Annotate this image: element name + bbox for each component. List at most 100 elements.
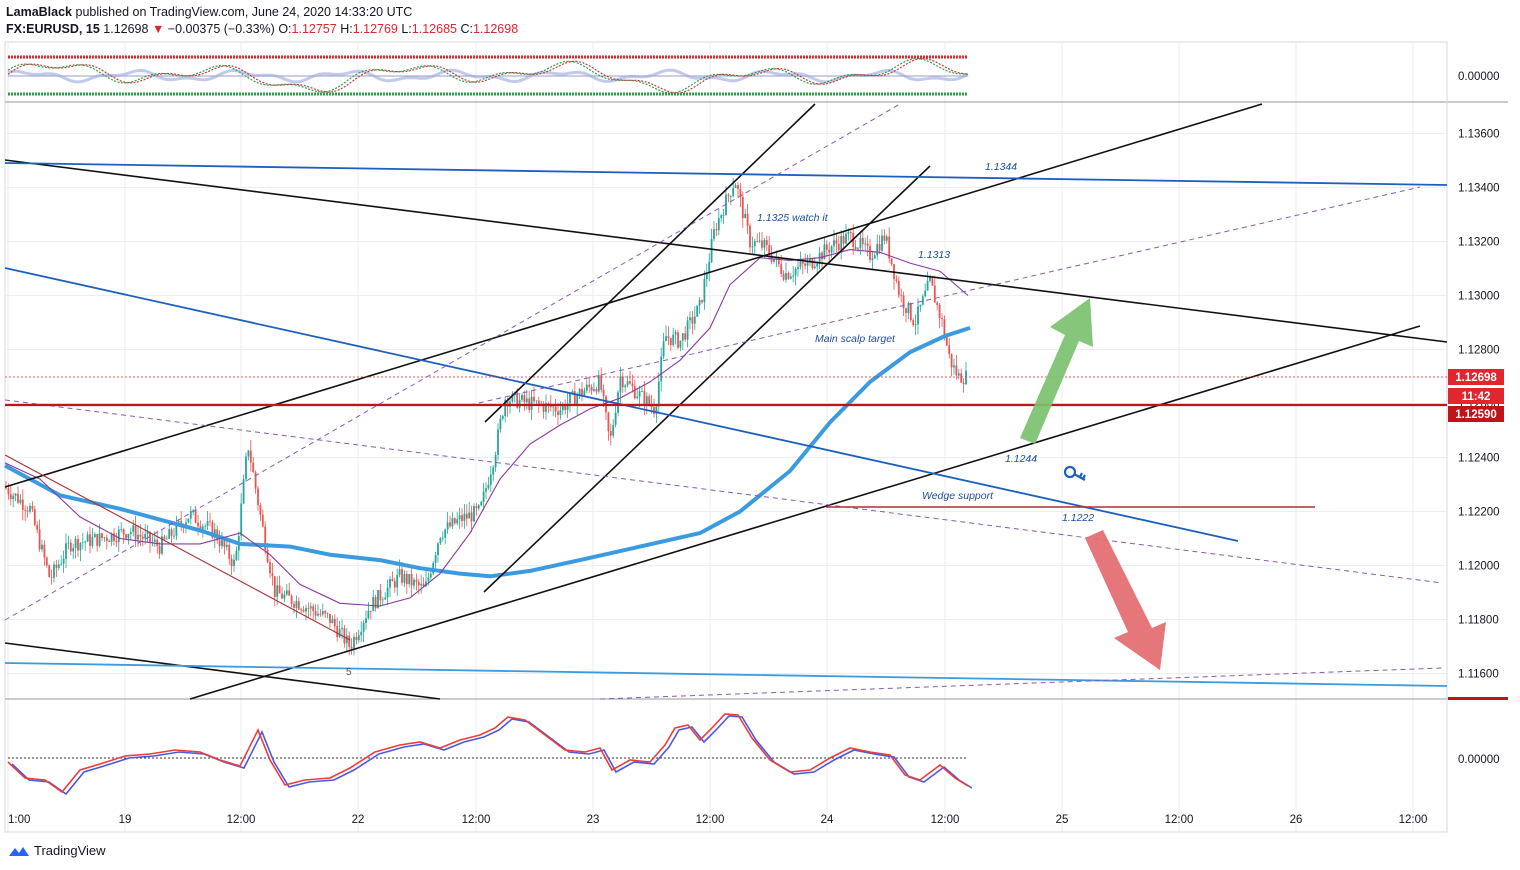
candle-body: [557, 411, 559, 416]
candle-body: [545, 403, 547, 412]
price-tick-label: 1.12800: [1458, 345, 1500, 357]
black-uptrend-line-lower[interactable]: [189, 325, 1421, 700]
candle-body: [938, 304, 941, 319]
price-axis[interactable]: 1.13600 1.13400 1.13200 1.13000 1.12800 1.126…: [1458, 129, 1500, 681]
candle-body: [324, 611, 327, 614]
price-change: −0.00375 (−0.33%): [167, 22, 275, 36]
ema-long-line[interactable]: [4, 325, 971, 579]
candle-body: [151, 541, 154, 543]
candle-body: [55, 564, 58, 568]
author-name[interactable]: LamaBlack: [6, 5, 73, 19]
candle-body: [480, 501, 483, 506]
top-osc-zero-tick: 0.00000: [1458, 71, 1500, 83]
time-tick-label: 12:00: [462, 814, 491, 826]
open-value: 1.12757: [291, 22, 337, 36]
grid: [5, 42, 1447, 832]
red-downtrend-line[interactable]: [4, 454, 351, 641]
candles[interactable]: [5, 177, 967, 656]
time-tick-label: 12:00: [696, 814, 725, 826]
top-osc-line-red: [7, 57, 969, 94]
candle-body: [31, 506, 34, 510]
tradingview-logo-icon: [9, 846, 29, 856]
candle-body: [156, 539, 159, 546]
light-blue-support-line[interactable]: [4, 662, 1448, 687]
candle-body: [194, 510, 197, 523]
price-tick-label: 1.13200: [1458, 237, 1500, 249]
candle-body: [629, 381, 631, 384]
candle-body: [833, 240, 835, 247]
red-down-arrow[interactable]: [1085, 530, 1166, 670]
candle-body: [170, 529, 173, 536]
candle-body: [559, 410, 562, 416]
price-pane[interactable]: 1.1344 1.1325 watch it 1.1313 Main scalp ta…: [4, 103, 1448, 700]
annotation-label[interactable]: 1.1313: [918, 249, 950, 261]
candle-body: [614, 412, 617, 425]
purple-dashed-line-4[interactable]: [599, 667, 1443, 700]
candle-body: [665, 336, 667, 342]
candle-body: [410, 573, 413, 586]
annotation-label[interactable]: 1.1325 watch it: [757, 212, 829, 224]
green-up-arrow[interactable]: [1020, 298, 1093, 444]
candle-body: [732, 187, 735, 196]
candle-body: [249, 450, 252, 463]
candle-body: [597, 375, 600, 392]
candle-body: [98, 533, 101, 546]
channel-lower-line[interactable]: [483, 165, 931, 593]
candle-body: [288, 590, 291, 596]
annotation-label[interactable]: 1.1244: [1005, 453, 1037, 465]
low-label: L:: [401, 22, 412, 36]
candle-body: [588, 384, 591, 388]
purple-dashed-line-2[interactable]: [4, 399, 1443, 584]
annotation-label[interactable]: 5: [346, 667, 352, 678]
time-tick-label: 23: [587, 814, 600, 826]
price-tag-bg: [1448, 388, 1504, 404]
key-icon[interactable]: [1063, 465, 1086, 481]
candle-body: [165, 538, 168, 540]
bottom-oscillator-pane[interactable]: [7, 713, 973, 796]
candle-body: [259, 504, 262, 515]
candle-body: [653, 407, 655, 414]
top-oscillator-pane[interactable]: [7, 55, 969, 96]
purple-dashed-line-3[interactable]: [469, 186, 1421, 406]
annotation-label[interactable]: Main scalp target: [815, 333, 896, 345]
sma-short-line[interactable]: [4, 249, 969, 607]
candle-body: [746, 213, 749, 226]
candle-body: [866, 243, 869, 246]
footer-brand: TradingView: [34, 843, 106, 858]
candle-body: [794, 269, 797, 276]
candle-body: [396, 574, 399, 588]
annotation-label[interactable]: 1.1222: [1062, 512, 1094, 524]
candle-body: [835, 240, 838, 244]
candle-body: [285, 590, 288, 595]
black-uptrend-line-upper[interactable]: [4, 103, 1263, 488]
annotation-label[interactable]: Wedge support: [922, 490, 994, 502]
candle-body: [199, 526, 202, 530]
candle-body: [492, 467, 495, 475]
price-tick-label: 1.12200: [1458, 507, 1500, 519]
candle-body: [924, 290, 927, 297]
annotation-label[interactable]: 1.1344: [985, 161, 1017, 173]
black-downtrend-line[interactable]: [4, 159, 1448, 343]
black-bottom-line[interactable]: [4, 642, 441, 700]
candle-body: [333, 619, 336, 627]
purple-dashed-line-1[interactable]: [4, 103, 901, 621]
candle-body: [439, 538, 442, 544]
symbol-label[interactable]: FX:EURUSD, 15: [6, 22, 100, 36]
candle-body: [530, 396, 533, 410]
time-axis[interactable]: 1:00 19 12:00 22 12:00 23 12:00 24 12:00 25 12:00 2…: [8, 814, 1427, 826]
candle-body: [667, 336, 670, 338]
candle-body: [761, 240, 763, 248]
candle-body: [69, 542, 72, 552]
channel-upper-line[interactable]: [484, 103, 816, 423]
trendlines[interactable]: [4, 103, 1448, 700]
time-tick-label: 26: [1290, 814, 1303, 826]
tradingview-footer[interactable]: TradingView: [8, 843, 106, 858]
blue-resistance-line[interactable]: [4, 162, 1448, 186]
candle-body: [230, 558, 233, 567]
candle-body: [89, 534, 91, 546]
candle-body: [888, 236, 891, 259]
candle-body: [345, 635, 348, 644]
candle-body: [809, 258, 811, 261]
candle-body: [830, 246, 833, 253]
